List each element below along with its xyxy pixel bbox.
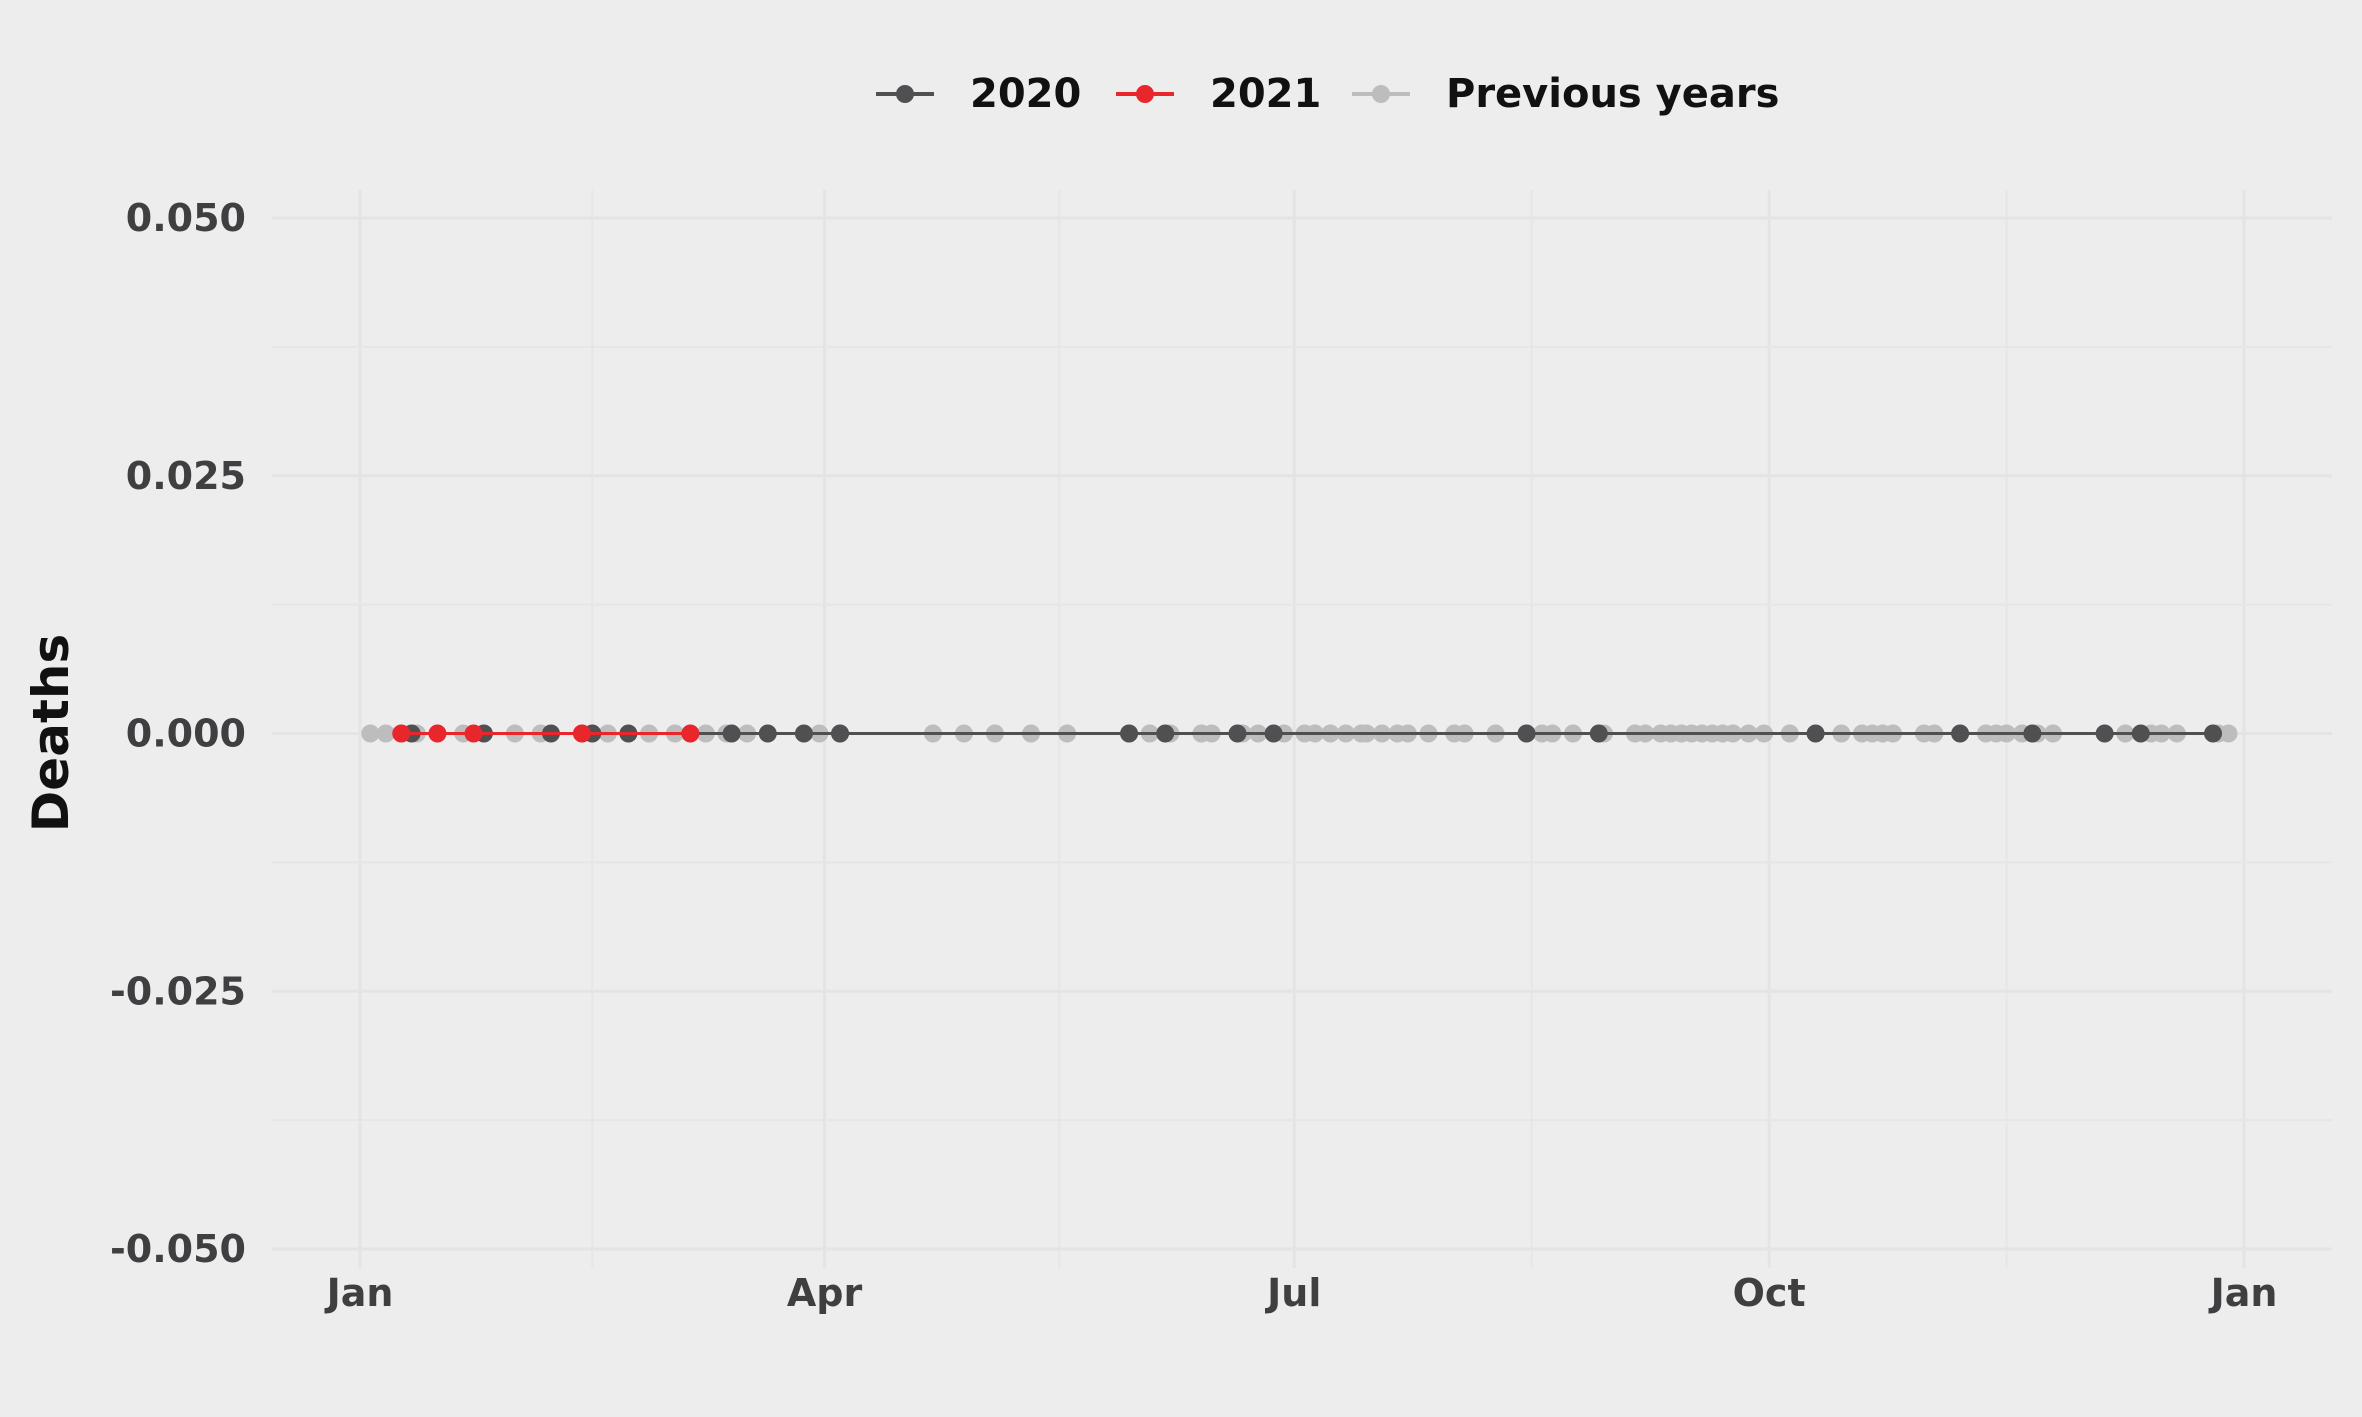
data-point (1589, 724, 1608, 743)
data-point (758, 724, 777, 743)
data-point (1951, 724, 1970, 743)
x-tick-label: Jan (324, 1271, 394, 1315)
data-point (681, 724, 700, 743)
legend-item: Previous years (1352, 71, 1779, 117)
data-point (794, 724, 813, 743)
data-point (1228, 724, 1247, 743)
data-point (1156, 724, 1175, 743)
legend-item: 2020 (876, 71, 1081, 117)
series-2021 (392, 724, 700, 743)
legend-label: 2020 (970, 71, 1081, 117)
y-tick-label: 0.000 (126, 712, 246, 756)
series-layer (361, 724, 2238, 743)
data-point (376, 724, 395, 743)
x-tick-label: Apr (787, 1271, 863, 1315)
x-tick-label: Jan (2208, 1271, 2278, 1315)
data-point (392, 724, 411, 743)
data-point (2095, 724, 2114, 743)
legend-label: Previous years (1446, 71, 1779, 117)
data-point (831, 724, 850, 743)
data-point (572, 724, 591, 743)
data-point (2204, 724, 2223, 743)
data-point (2131, 724, 2150, 743)
x-tick-label: Oct (1733, 1271, 1806, 1315)
data-point (361, 724, 380, 743)
x-tick-label: Jul (1264, 1271, 1321, 1315)
data-point (1120, 724, 1139, 743)
legend-key-point (1372, 85, 1390, 103)
data-point (1517, 724, 1536, 743)
legend-key-point (1136, 85, 1154, 103)
data-point (1806, 724, 1825, 743)
y-axis-ticks: 0.050 0.025 0.000 -0.025 -0.050 (110, 196, 246, 1271)
y-tick-label: -0.050 (110, 1227, 246, 1271)
data-point (428, 724, 447, 743)
gridlines (272, 190, 2332, 1268)
legend: 2020 2021 Previous years (876, 71, 1779, 117)
legend-label: 2021 (1210, 71, 1321, 117)
data-point (2023, 724, 2042, 743)
data-point (2219, 724, 2238, 743)
x-axis-ticks: Jan Apr Jul Oct Jan (324, 1271, 2278, 1315)
data-point (464, 724, 483, 743)
data-point (1264, 724, 1283, 743)
data-point (722, 724, 741, 743)
legend-key-point (896, 85, 914, 103)
legend-item: 2021 (1116, 71, 1321, 117)
y-tick-label: 0.025 (126, 454, 246, 498)
y-axis-title: Deaths (22, 634, 80, 832)
y-tick-label: 0.050 (126, 196, 246, 240)
y-tick-label: -0.025 (110, 969, 246, 1013)
